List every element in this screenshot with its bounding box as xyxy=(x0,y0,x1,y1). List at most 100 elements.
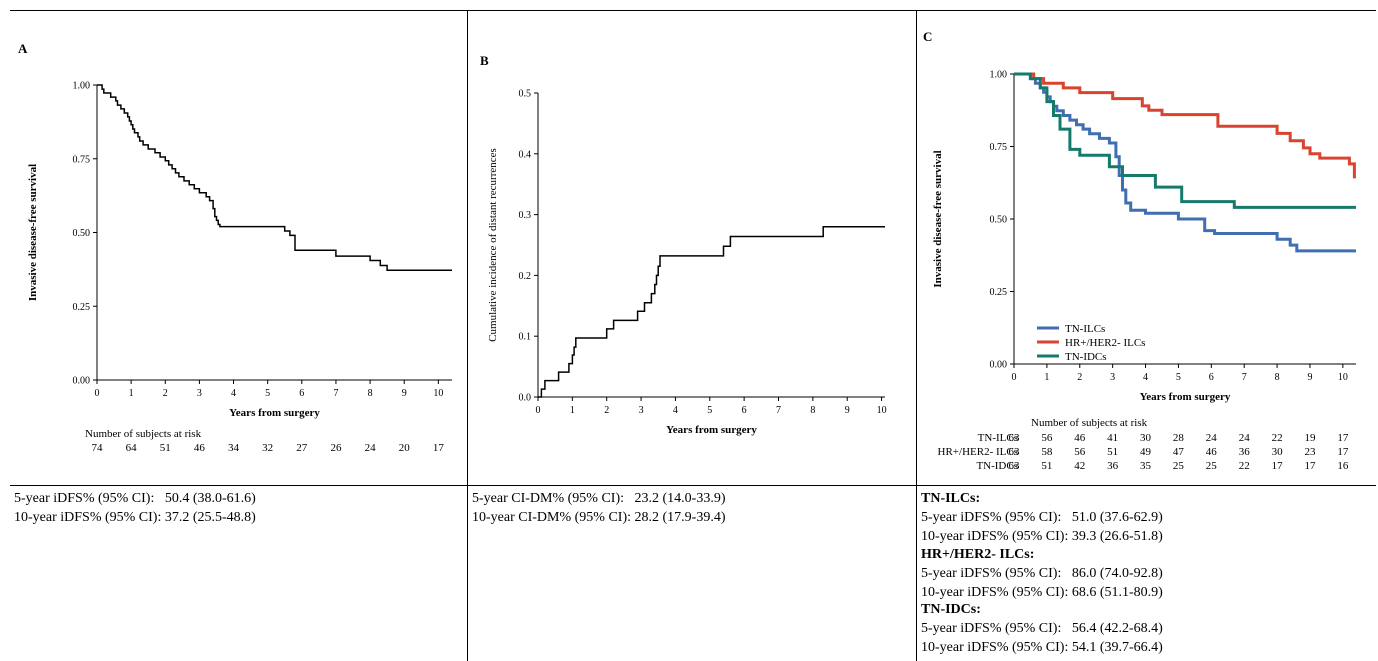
x-tick-label: 2 xyxy=(163,388,168,399)
risk-table-value: 22 xyxy=(1272,432,1283,444)
risk-table-value: 27 xyxy=(296,442,308,454)
y-tick-label: 1.00 xyxy=(990,70,1008,81)
x-tick-label: 8 xyxy=(810,405,815,416)
risk-table-value: 51 xyxy=(1041,460,1052,472)
risk-table-value: 25 xyxy=(1206,460,1218,472)
y-tick-label: 0.4 xyxy=(519,149,532,160)
risk-table-value: 47 xyxy=(1173,446,1185,458)
series-line-tn-ilcs xyxy=(1014,72,1356,253)
risk-table-value: 58 xyxy=(1041,446,1053,458)
x-tick-label: 4 xyxy=(231,388,236,399)
x-tick-label: 10 xyxy=(433,388,443,399)
x-axis-label: Years from surgery xyxy=(666,424,757,436)
risk-table-value: 49 xyxy=(1140,446,1152,458)
y-axis-label: Invasive disease-free survival xyxy=(932,150,944,287)
x-tick-label: 10 xyxy=(877,405,887,416)
risk-table-value: 63 xyxy=(1009,446,1021,458)
x-tick-label: 9 xyxy=(1307,372,1312,383)
risk-table-value: 30 xyxy=(1140,432,1152,444)
y-tick-label: 1.00 xyxy=(73,81,91,92)
risk-table-value: 17 xyxy=(1304,460,1316,472)
x-tick-label: 4 xyxy=(673,405,678,416)
summary-b-10yr: 10-year CI-DM% (95% CI): 28.2 (17.9-39.4… xyxy=(472,510,726,525)
risk-table-value: 63 xyxy=(1009,460,1021,472)
y-tick-label: 0.00 xyxy=(990,360,1008,371)
x-tick-label: 9 xyxy=(845,405,850,416)
y-tick-label: 0.25 xyxy=(73,302,91,313)
summary-c-tn-ilc-5yr: 5-year iDFS% (95% CI): 51.0 (37.6-62.9) xyxy=(921,510,1163,525)
x-tick-label: 7 xyxy=(1242,372,1247,383)
legend-label: HR+/HER2- ILCs xyxy=(1065,337,1145,349)
x-tick-label: 7 xyxy=(333,388,338,399)
panel-a-chart: A 0 1 2 3 4 5 6 7 8 9 100.000.250.500.751.00Years … xyxy=(18,41,452,454)
x-tick-label: 10 xyxy=(1338,372,1348,383)
x-tick-label: 1 xyxy=(129,388,134,399)
y-tick-label: 0.2 xyxy=(519,271,532,282)
series-line-tn-idcs xyxy=(1014,72,1356,209)
risk-table-value: 17 xyxy=(1272,460,1284,472)
x-tick-label: 8 xyxy=(1275,372,1280,383)
summary-a-10yr: 10-year iDFS% (95% CI): 37.2 (25.5-48.8) xyxy=(14,510,256,525)
panel-a: A 0 1 2 3 4 5 6 7 8 9 10 0.00 0.25 0.50 0.75 1.00 Years … xyxy=(10,11,467,485)
x-tick-label: 6 xyxy=(299,388,304,399)
risk-table-value: 24 xyxy=(1206,432,1218,444)
risk-table-value: 22 xyxy=(1239,460,1250,472)
summary-c-hr-ilc-10yr: 10-year iDFS% (95% CI): 68.6 (51.1-80.9) xyxy=(921,585,1163,600)
risk-table-value: 46 xyxy=(1074,432,1086,444)
y-axis-label: Invasive disease-free survival xyxy=(27,164,39,301)
risk-table-value: 24 xyxy=(365,442,377,454)
x-tick-label: 9 xyxy=(402,388,407,399)
x-tick-label: 2 xyxy=(604,405,609,416)
risk-table-value: 32 xyxy=(262,442,273,454)
x-tick-label: 1 xyxy=(570,405,575,416)
risk-table-value: 63 xyxy=(1009,432,1021,444)
panel-b: B 0 1 2 3 4 5 6 7 8 9 10 0.0 0.1 0.2 0.3 0.4 0.5 Years fr… xyxy=(468,11,916,485)
x-tick-label: 7 xyxy=(776,405,781,416)
risk-table-value: 17 xyxy=(1337,432,1349,444)
y-tick-label: 0.00 xyxy=(73,376,91,387)
x-tick-label: 3 xyxy=(197,388,202,399)
risk-table-title: Number of subjects at risk xyxy=(1031,417,1148,429)
summary-c-tn-idc-5yr: 5-year iDFS% (95% CI): 56.4 (42.2-68.4) xyxy=(921,621,1163,636)
risk-table-title: Number of subjects at risk xyxy=(85,428,202,440)
x-tick-label: 5 xyxy=(707,405,712,416)
risk-table-value: 74 xyxy=(92,442,104,454)
risk-table-value: 28 xyxy=(1173,432,1185,444)
summary-c-tn-idc-heading: TN-IDCs: xyxy=(921,602,981,617)
y-tick-label: 0.1 xyxy=(519,332,532,343)
x-tick-label: 0 xyxy=(536,405,541,416)
risk-table-row-label: HR+/HER2- ILCs xyxy=(938,446,1018,458)
risk-table-value: 51 xyxy=(1107,446,1118,458)
risk-table-value: 46 xyxy=(1206,446,1218,458)
risk-table-value: 41 xyxy=(1107,432,1118,444)
x-tick-label: 6 xyxy=(1209,372,1214,383)
legend-label: TN-IDCs xyxy=(1065,351,1107,363)
risk-table-value: 56 xyxy=(1074,446,1086,458)
series-line-series-0 xyxy=(538,226,885,398)
summary-c-hr-ilc-5yr: 5-year iDFS% (95% CI): 86.0 (74.0-92.8) xyxy=(921,566,1163,581)
risk-table-value: 51 xyxy=(160,442,171,454)
risk-table-value: 17 xyxy=(1337,446,1349,458)
x-tick-label: 0 xyxy=(95,388,100,399)
risk-table-value: 30 xyxy=(1272,446,1284,458)
y-tick-label: 0.50 xyxy=(73,228,91,239)
y-axis-label: Cumulative incidence of distant recurren… xyxy=(487,148,499,342)
summary-c-hr-ilc-heading: HR+/HER2- ILCs: xyxy=(921,547,1035,562)
summary-c-tn-idc-10yr: 10-year iDFS% (95% CI): 54.1 (39.7-66.4) xyxy=(921,640,1163,655)
x-tick-label: 2 xyxy=(1077,372,1082,383)
panel-b-label: B xyxy=(480,53,489,68)
y-tick-label: 0.50 xyxy=(990,215,1008,226)
x-tick-label: 0 xyxy=(1012,372,1017,383)
risk-table-row-label: TN-IDCs xyxy=(976,460,1018,472)
x-tick-label: 3 xyxy=(639,405,644,416)
risk-table-value: 46 xyxy=(194,442,206,454)
risk-table-value: 36 xyxy=(1239,446,1251,458)
summary-a-5yr: 5-year iDFS% (95% CI): 50.4 (38.0-61.6) xyxy=(14,491,256,506)
panel-c-label: C xyxy=(923,29,932,44)
risk-table-value: 34 xyxy=(228,442,240,454)
panel-b-chart: B 0 1 2 3 4 5 6 7 8 9 10 0.0 0.1 0.2 0.3 0.4 0.5 Years fr… xyxy=(480,53,887,436)
risk-table-value: 64 xyxy=(126,442,138,454)
panel-a-label: A xyxy=(18,41,28,56)
panel-c: C 0 1 2 3 4 5 6 7 8 9 10 0.00 0.25 0.50 0.75 1.00 Years … xyxy=(917,11,1376,485)
x-tick-label: 1 xyxy=(1044,372,1049,383)
